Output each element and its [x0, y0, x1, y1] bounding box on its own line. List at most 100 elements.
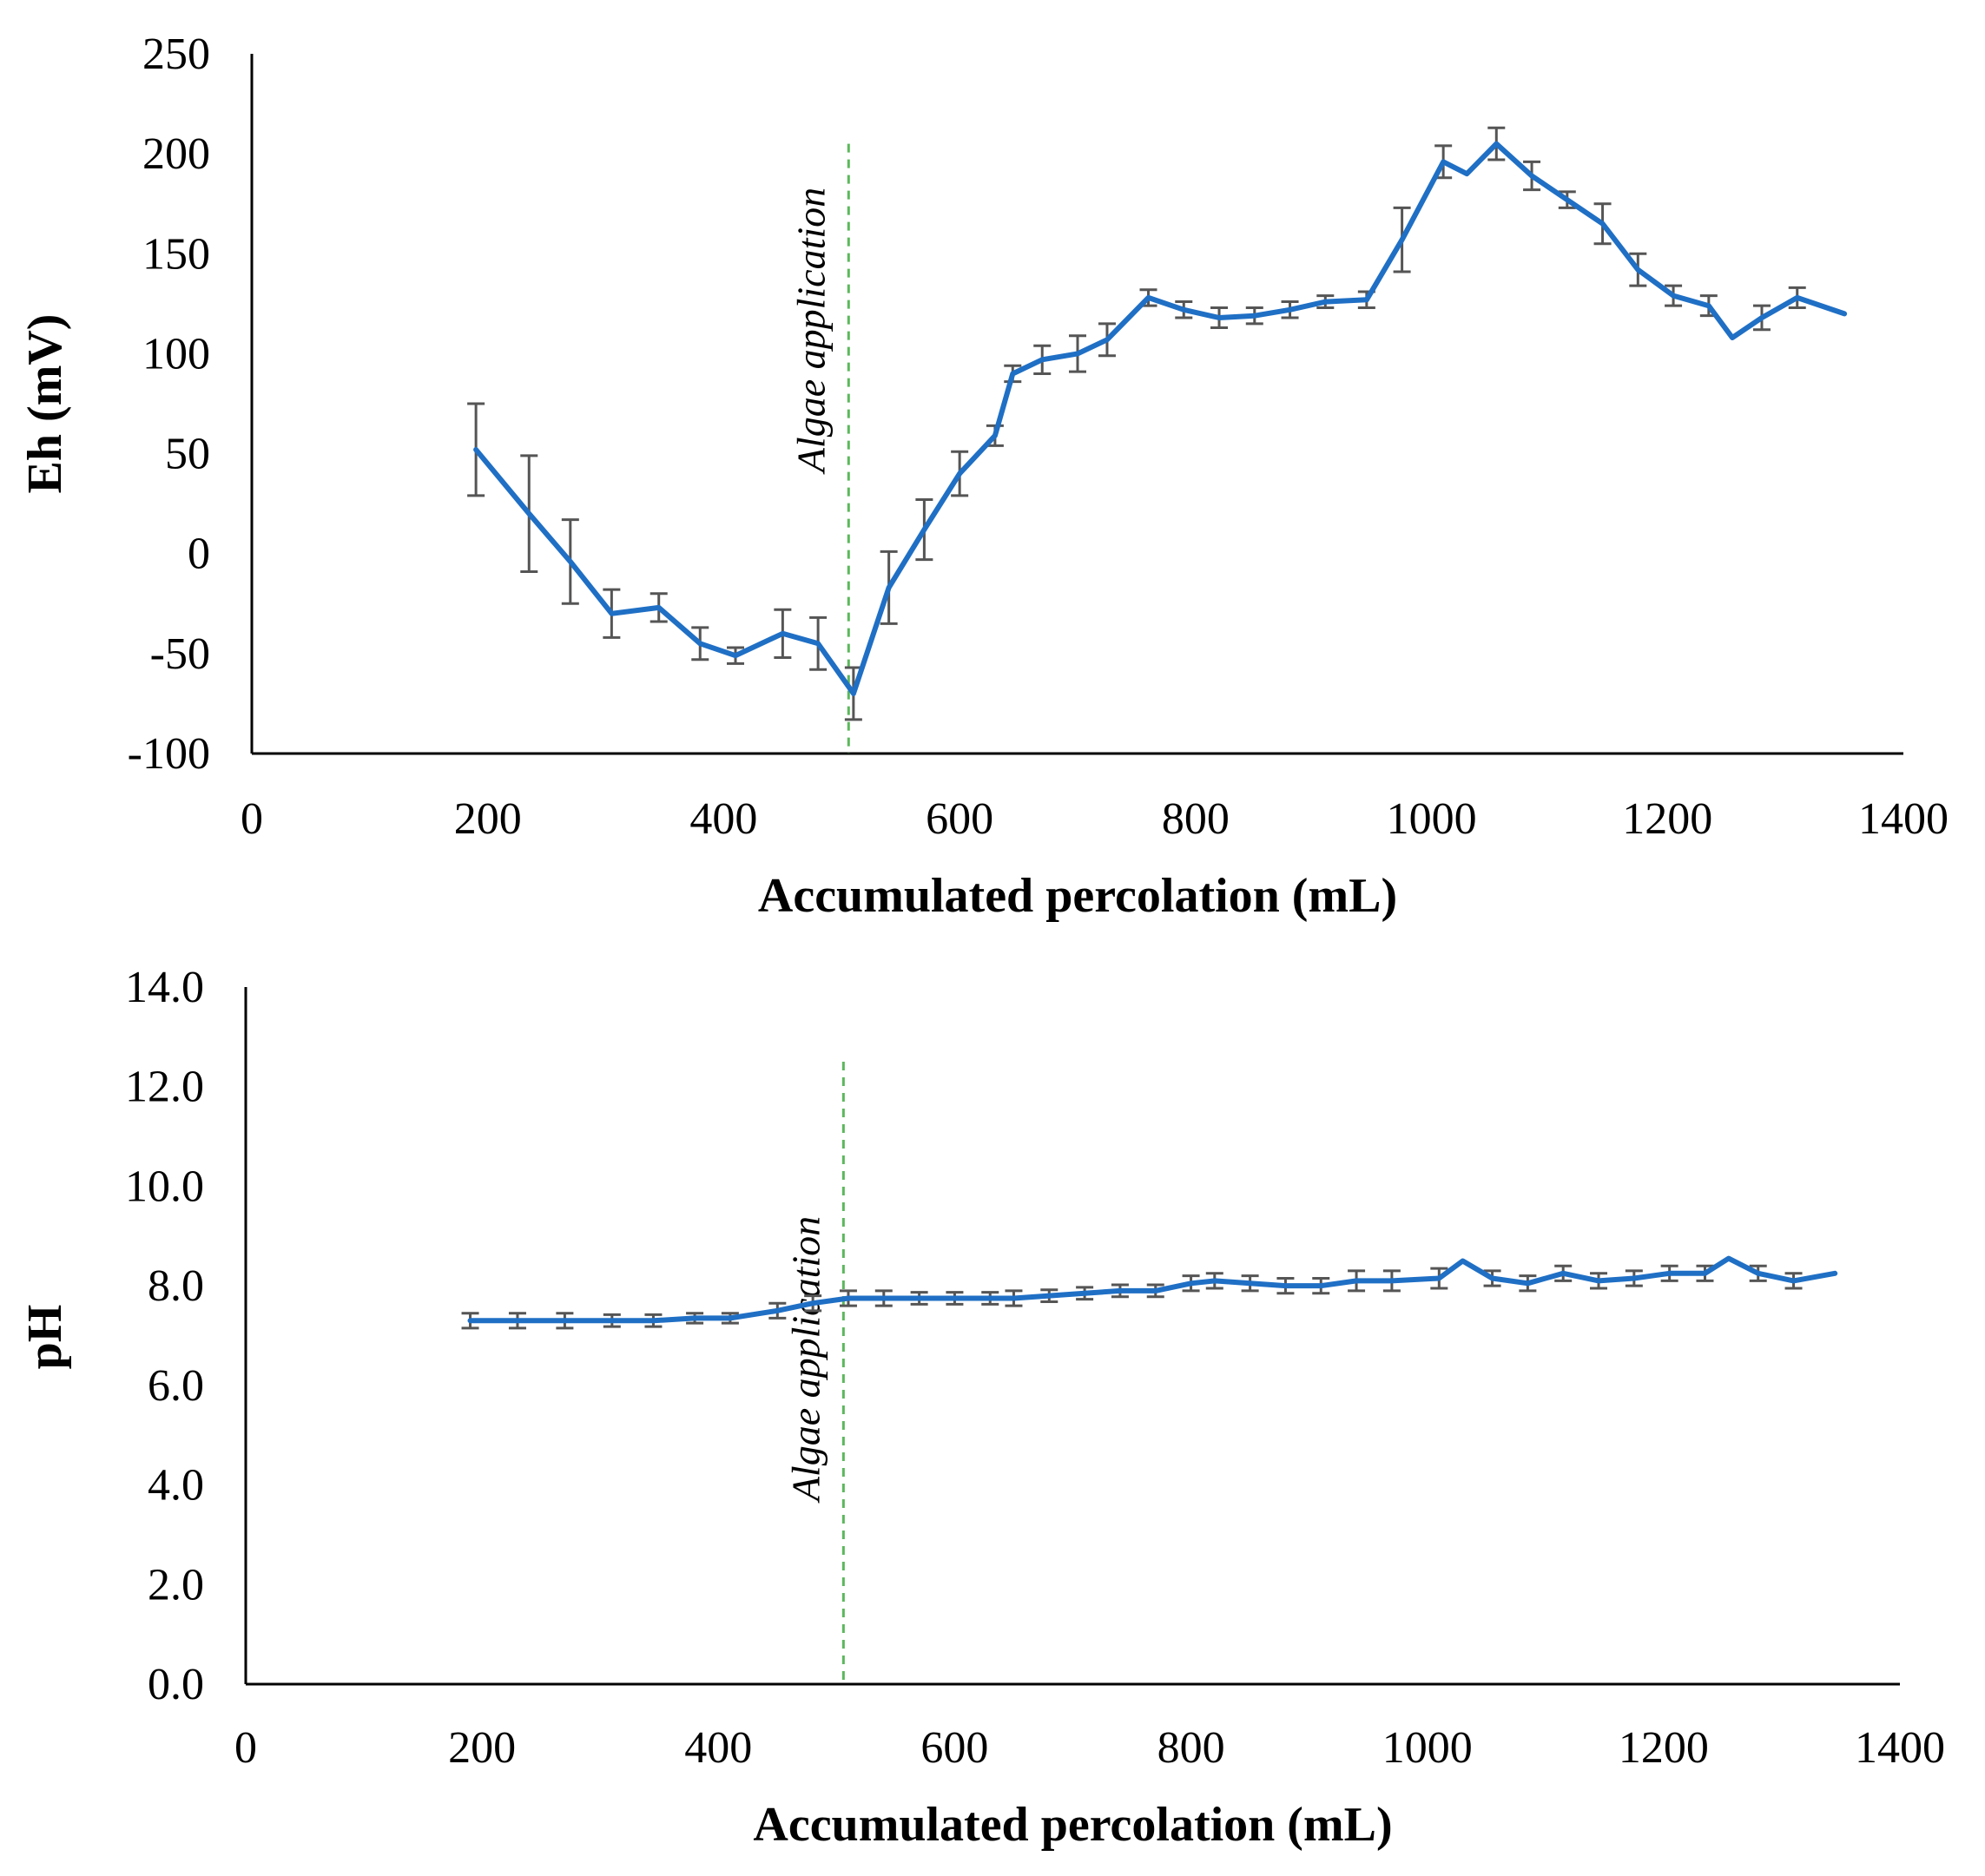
- series-line-ph: [467, 1255, 1838, 1324]
- x-tick-label: 0: [241, 794, 263, 844]
- data-point: [992, 433, 998, 438]
- data-point: [1461, 1258, 1466, 1263]
- data-point: [526, 511, 531, 517]
- x-tick-label: 600: [920, 1723, 988, 1773]
- y-tick-label: 6.0: [148, 1361, 204, 1411]
- data-point: [1146, 295, 1151, 300]
- data-point: [1730, 335, 1735, 340]
- data-point: [1441, 159, 1446, 164]
- y-tick-label: 2.0: [148, 1560, 204, 1609]
- x-tick-label: 200: [454, 794, 522, 844]
- data-point: [881, 1295, 887, 1300]
- data-point: [1318, 1283, 1323, 1288]
- eh-chart: 250 200 150 100 50 0 -50 -100 0 200 400 600 800 1000 1…: [18, 30, 1949, 923]
- data-point: [728, 1315, 733, 1320]
- data-point: [1600, 221, 1606, 227]
- x-tick-label: 1400: [1858, 794, 1949, 844]
- y-tick-label: 8.0: [148, 1261, 204, 1311]
- data-point: [1632, 1276, 1637, 1281]
- data-point: [921, 527, 927, 532]
- data-point: [1560, 1271, 1566, 1276]
- series-line-eh: [473, 141, 1848, 696]
- y-tick-label: 14.0: [125, 963, 204, 1012]
- y-tick-label: 200: [142, 129, 210, 179]
- data-point: [1252, 313, 1257, 319]
- data-point: [810, 1300, 815, 1306]
- x-tick-label: 800: [1157, 1723, 1225, 1773]
- x-tick-label: 400: [684, 1723, 752, 1773]
- data-point: [1565, 197, 1570, 202]
- x-tick-label: 800: [1162, 794, 1230, 844]
- data-point: [1118, 1288, 1123, 1293]
- data-point: [1706, 303, 1711, 308]
- data-point: [1756, 1271, 1761, 1276]
- data-point: [1832, 1271, 1837, 1276]
- x-tick-label: 0: [234, 1723, 257, 1773]
- data-point: [1635, 267, 1640, 273]
- data-point: [1791, 1278, 1797, 1283]
- x-axis-title: Accumulated percolation (mL): [753, 1798, 1392, 1852]
- data-point: [1400, 237, 1405, 242]
- data-point: [846, 1295, 851, 1300]
- data-point: [851, 691, 856, 696]
- y-tick-label: 0.0: [148, 1660, 204, 1709]
- data-point: [1529, 173, 1534, 178]
- annotation-label: Algae application: [788, 188, 833, 475]
- data-point: [887, 585, 892, 590]
- data-point: [1671, 293, 1676, 299]
- x-tick-label: 1400: [1855, 1723, 1945, 1773]
- x-tick-label: 1000: [1382, 1723, 1473, 1773]
- y-tick-label: 250: [142, 30, 210, 79]
- data-point: [1759, 315, 1764, 320]
- data-point: [957, 471, 962, 477]
- data-point: [1010, 371, 1015, 376]
- data-point: [1046, 1293, 1052, 1299]
- y-tick-label: 50: [165, 430, 210, 479]
- data-point: [515, 1318, 520, 1323]
- data-point: [1436, 1276, 1441, 1281]
- ph-chart: 14.0 12.0 10.0 8.0 6.0 4.0 2.0 0.0 0 200 400 600 800…: [18, 963, 1945, 1852]
- y-tick-label: -50: [150, 629, 210, 679]
- data-point: [1464, 171, 1469, 176]
- data-point: [1596, 1278, 1601, 1283]
- x-tick-label: 1200: [1619, 1723, 1709, 1773]
- data-point: [1011, 1295, 1016, 1300]
- data-point: [1322, 300, 1328, 305]
- y-tick-label: 12.0: [125, 1063, 204, 1112]
- x-tick-label: 200: [448, 1723, 516, 1773]
- data-point: [692, 1315, 697, 1320]
- x-tick-label: 600: [926, 794, 993, 844]
- data-point: [697, 641, 702, 646]
- data-point: [1525, 1280, 1530, 1286]
- data-point: [1667, 1271, 1672, 1276]
- data-point: [1354, 1278, 1359, 1283]
- y-tick-label: 150: [142, 229, 210, 279]
- data-point: [1283, 1283, 1288, 1288]
- y-tick-label: 100: [142, 329, 210, 378]
- data-point: [562, 1318, 567, 1323]
- y-tick-label: -100: [128, 729, 210, 779]
- x-tick-label: 1000: [1387, 794, 1477, 844]
- data-point: [1217, 315, 1222, 320]
- data-point: [473, 447, 478, 452]
- data-point: [568, 559, 573, 564]
- data-point: [1212, 1278, 1217, 1283]
- data-point: [1288, 307, 1293, 313]
- data-point: [1364, 297, 1369, 302]
- data-point: [610, 1318, 615, 1323]
- data-point: [917, 1295, 922, 1300]
- data-point: [1248, 1280, 1253, 1286]
- data-point: [468, 1318, 473, 1323]
- y-tick-label: 0: [188, 530, 210, 579]
- x-tick-label: 400: [689, 794, 757, 844]
- data-point: [656, 605, 662, 610]
- data-point: [733, 653, 738, 658]
- data-point: [1842, 311, 1847, 316]
- data-point: [1039, 357, 1045, 362]
- data-point: [1389, 1278, 1395, 1283]
- data-point: [1726, 1256, 1731, 1261]
- data-point: [1075, 351, 1080, 356]
- data-point: [775, 1308, 780, 1313]
- data-point: [1795, 295, 1800, 300]
